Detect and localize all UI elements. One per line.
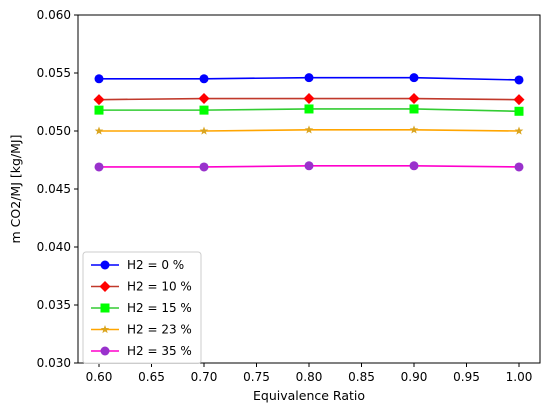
legend-marker [100,325,110,334]
y-tick-label: 0.035 [37,298,71,312]
legend-item: H2 = 0 % [91,258,184,272]
y-axis-label: m CO2/MJ [kg/MJ] [8,135,23,244]
data-point [199,162,209,172]
data-point [513,94,525,106]
data-point [514,126,524,135]
legend-item: H2 = 35 % [91,344,192,358]
x-tick-label: 0.85 [348,370,375,384]
data-point [93,94,105,106]
x-tick-label: 0.80 [296,370,323,384]
y-tick-label: 0.050 [37,124,71,138]
legend-label: H2 = 23 % [127,323,192,337]
legend-label: H2 = 0 % [127,258,184,272]
data-point [514,75,524,85]
series-2 [94,104,524,116]
y-tick-label: 0.045 [37,182,71,196]
x-tick-label: 0.90 [401,370,428,384]
legend-marker [99,281,111,292]
legend-label: H2 = 35 % [127,344,192,358]
data-point [303,93,315,105]
data-point [94,162,104,172]
series-0 [94,73,524,85]
legend-box [82,251,202,364]
legend-label: H2 = 15 % [127,301,192,315]
legend-item: H2 = 15 % [91,301,192,315]
data-point [94,74,104,84]
data-point [409,73,419,83]
y-tick-label: 0.030 [37,356,71,370]
data-point [198,93,210,105]
series-3 [94,125,524,135]
data-point [409,104,419,114]
data-point [304,125,314,134]
legend-marker [100,260,110,270]
data-point [94,126,104,135]
legend: H2 = 0 % H2 = 10 % H2 = 15 % H2 = 23 % H2 = … [82,251,202,364]
legend-item: H2 = 10 % [91,280,192,294]
legend-item: H2 = 23 % [91,323,192,337]
plot-frame [77,14,541,364]
series-4 [94,161,524,172]
y-tick-label: 0.040 [37,240,71,254]
legend-marker [100,303,110,313]
data-point [304,161,314,171]
x-tick-label: 0.70 [191,370,218,384]
x-axis-ticks: 0.60 0.65 0.70 0.75 0.80 0.85 0.90 0.95 1.00 [86,363,533,384]
x-tick-label: 0.65 [138,370,165,384]
y-tick-label: 0.055 [37,66,71,80]
x-tick-label: 0.60 [86,370,113,384]
y-tick-label: 0.060 [37,8,71,22]
data-point [409,161,419,171]
x-tick-label: 1.00 [506,370,533,384]
data-point [199,74,209,84]
data-point [94,105,104,115]
data-point [514,106,524,116]
legend-label: H2 = 10 % [127,280,192,294]
data-point [199,105,209,115]
data-point [409,125,419,134]
data-point [514,162,524,172]
y-axis-ticks: 0.030 0.035 0.040 0.045 0.050 0.055 0.060 [37,8,78,370]
data-point [408,93,420,105]
x-tick-label: 0.95 [453,370,480,384]
series-layer [93,73,525,172]
data-point [304,73,314,83]
data-point [304,104,314,114]
series-1 [93,93,525,106]
x-tick-label: 0.75 [243,370,270,384]
legend-marker [100,346,110,356]
x-axis-label: Equivalence Ratio [253,388,365,403]
data-point [199,126,209,135]
